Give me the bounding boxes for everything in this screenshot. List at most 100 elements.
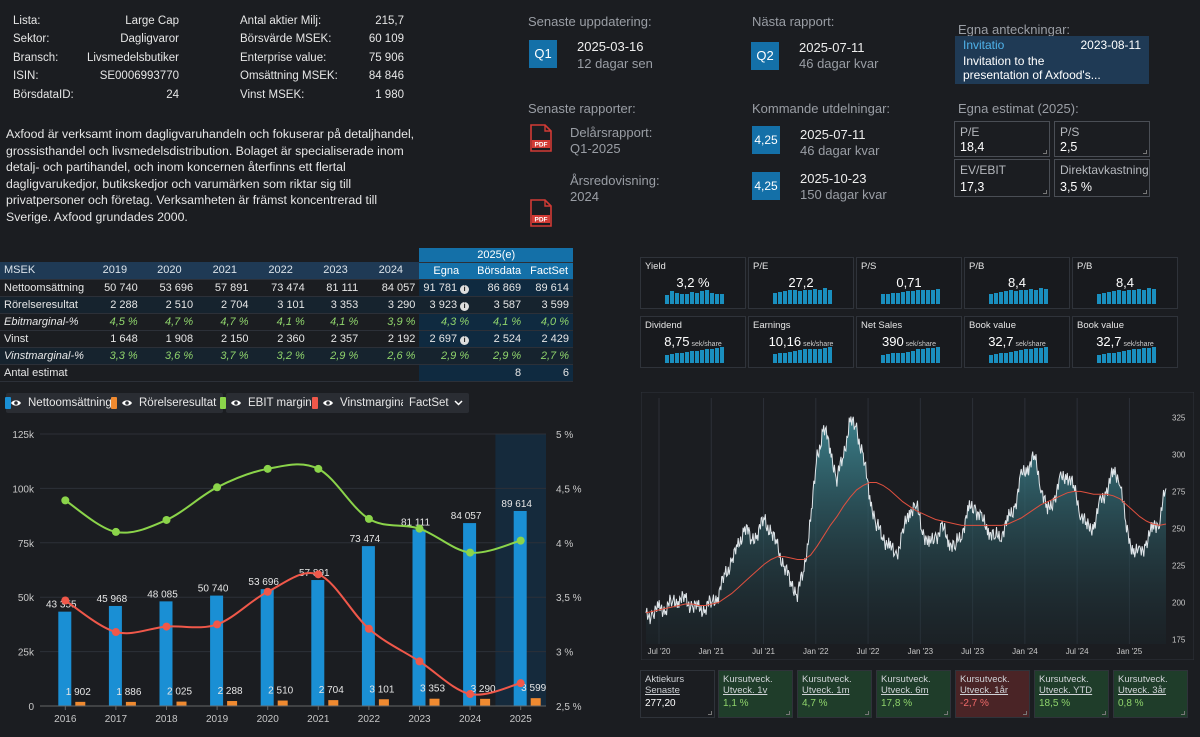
estimate-field[interactable]: Direktavkastning 3,5 % <box>1054 159 1150 197</box>
column-header[interactable]: FactSet <box>525 262 573 280</box>
kpi-sparkbar <box>921 348 925 363</box>
dividend-badge[interactable]: 4,25 <box>752 172 780 200</box>
source-select[interactable]: FactSet <box>403 393 469 413</box>
x-tick-label: Jan '23 <box>908 647 934 656</box>
kpi-sparkbar <box>1024 349 1028 363</box>
info-value: 1 980 <box>375 88 404 101</box>
kpi-sparkbar <box>1014 291 1018 304</box>
estimate-field[interactable]: P/E 18,4 <box>954 121 1050 157</box>
report-name[interactable]: Årsredovisning: <box>570 173 660 188</box>
kpi-card[interactable]: Dividend 8,75 sek/share <box>640 316 746 368</box>
performance-card[interactable]: Kursutveck. Utveck. 1m 4,7 % <box>797 670 872 718</box>
kpi-sparkbar <box>690 292 694 304</box>
info-row: Antal aktier Milj: 215,7 <box>240 12 404 30</box>
column-header[interactable]: Egna <box>419 262 474 280</box>
dividend-date: 2025-10-23 <box>800 171 867 186</box>
performance-card[interactable]: Kursutveck. Utveck. 1v 1,1 % <box>718 670 793 718</box>
info-row: Börsvärde MSEK: 60 109 <box>240 30 404 48</box>
ebit-margin-point <box>415 524 424 533</box>
profit-margin-point <box>213 620 222 629</box>
column-header[interactable]: 2021 <box>197 262 253 280</box>
column-header[interactable]: 2024 <box>362 262 420 280</box>
operating-income-bar <box>176 701 187 706</box>
kpi-card[interactable]: Book value 32,7 sek/share <box>1072 316 1178 368</box>
performance-period-text: Utveck. YTD <box>1039 685 1093 696</box>
x-tick-label: 2025 <box>510 714 533 725</box>
table-cell[interactable]: 3 923 i <box>419 296 474 314</box>
table-cell: 6 <box>525 364 573 382</box>
kpi-sparkbar <box>891 292 895 304</box>
legend-toggle-vinstmarginal[interactable]: Vinstmarginal <box>312 393 417 413</box>
kpi-sparkbar <box>1044 288 1048 304</box>
kpi-sparkbar <box>675 353 679 363</box>
legend-toggle-ebit-marginal[interactable]: EBIT marginal <box>220 393 328 413</box>
pdf-icon[interactable]: PDF <box>530 124 552 152</box>
financials-table: 2025(e) MSEK 2019 2020 2021 2022 2023 20… <box>0 248 573 382</box>
info-icon[interactable]: i <box>460 301 470 311</box>
kpi-card[interactable]: Net Sales 390 sek/share <box>856 316 962 368</box>
table-row: Nettoomsättning 50 740 53 696 57 891 73 … <box>0 279 573 297</box>
x-tick-label: Jan '21 <box>698 647 724 656</box>
kpi-sparkbar <box>901 352 905 363</box>
estimate-field[interactable]: P/S 2,5 <box>1054 121 1150 157</box>
pdf-icon[interactable]: PDF <box>530 199 552 227</box>
kpi-card[interactable]: P/E 27,2 <box>748 257 854 309</box>
performance-value: -2,7 % <box>960 698 989 709</box>
kpi-unit: sek/share <box>689 341 722 348</box>
info-icon[interactable]: i <box>460 335 470 345</box>
info-label: Omsättning MSEK: <box>240 70 338 83</box>
table-cell: 73 474 <box>252 279 309 297</box>
kpi-card[interactable]: Earnings 10,16 sek/share <box>748 316 854 368</box>
kpi-sparkbar <box>710 292 714 304</box>
kpi-title: Net Sales <box>861 320 903 331</box>
kpi-sparkbar <box>901 292 905 304</box>
kpi-sparkbar <box>813 348 817 363</box>
x-tick-label: 2016 <box>54 714 77 725</box>
kpi-title: P/S <box>861 261 877 272</box>
info-icon[interactable]: i <box>460 284 470 294</box>
kpi-sparkbar <box>823 347 827 363</box>
operating-income-bar-label: 3 101 <box>369 684 394 695</box>
kpi-sparkbar <box>773 354 777 363</box>
performance-card[interactable]: Kursutveck. Utveck. 1år -2,7 % <box>955 670 1030 718</box>
kpi-sparkbar <box>931 289 935 304</box>
notes-card[interactable]: Invitatio 2023-08-11 Invitation to the p… <box>955 36 1149 84</box>
column-header[interactable]: 2023 <box>308 262 363 280</box>
kpi-sparkbar <box>695 292 699 304</box>
legend-toggle-rorelseresultat[interactable]: Rörelseresultat <box>111 393 224 413</box>
operating-income-bar <box>429 698 440 706</box>
performance-value: 1,1 % <box>723 698 749 709</box>
kpi-card[interactable]: P/B 8,4 <box>1072 257 1178 309</box>
kpi-card[interactable]: P/B 8,4 <box>964 257 1070 309</box>
estimate-field[interactable]: EV/EBIT 17,3 <box>954 159 1050 197</box>
quarter-badge[interactable]: Q2 <box>751 42 779 70</box>
kpi-card[interactable]: P/S 0,71 <box>856 257 962 309</box>
performance-card[interactable]: Kursutveck. Utveck. YTD 18,5 % <box>1034 670 1109 718</box>
column-header[interactable]: Börsdata <box>473 262 526 280</box>
kpi-value-number: 8,75 <box>664 334 690 349</box>
kpi-sparkbar <box>896 353 900 363</box>
quarter-badge[interactable]: Q1 <box>529 40 557 68</box>
kpi-card[interactable]: Yield 3,2 % <box>640 257 746 309</box>
table-cell: 2,9 % <box>308 347 363 365</box>
performance-card[interactable]: Kursutveck. Utveck. 6m 17,8 % <box>876 670 951 718</box>
column-header[interactable]: 2020 <box>141 262 198 280</box>
company-description: Axfood är verksamt inom dagligvaruhandel… <box>6 127 415 224</box>
performance-card[interactable]: Kursutveck. Utveck. 3år 0,8 % <box>1113 670 1188 718</box>
table-cell: 2 288 <box>88 296 142 314</box>
performance-card[interactable]: Aktiekurs Senaste 277,20 <box>640 670 715 718</box>
info-value: Livsmedelsbutiker <box>86 51 179 64</box>
legend-toggle-nettoomsattning[interactable]: Nettoomsättning <box>5 393 119 413</box>
notes-link[interactable]: Invitatio <box>963 38 1005 52</box>
kpi-card[interactable]: Book value 32,7 sek/share <box>964 316 1070 368</box>
kpi-sparkbar <box>813 288 817 304</box>
table-cell[interactable]: 91 781 i <box>419 279 474 297</box>
table-cell: 2 357 <box>308 330 363 348</box>
kpi-sparkbar <box>793 351 797 363</box>
report-name[interactable]: Delårsrapport: <box>570 125 653 140</box>
column-header[interactable]: 2019 <box>88 262 142 280</box>
table-cell[interactable]: 2 697 i <box>419 330 474 348</box>
column-header[interactable]: 2022 <box>252 262 309 280</box>
dividend-badge[interactable]: 4,25 <box>752 126 780 154</box>
info-label: Lista: <box>13 15 41 27</box>
